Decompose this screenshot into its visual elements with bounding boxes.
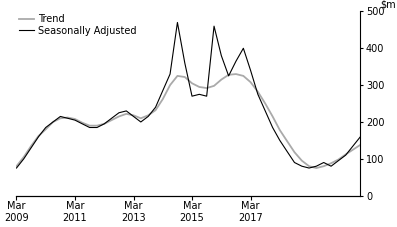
Legend: Trend, Seasonally Adjusted: Trend, Seasonally Adjusted bbox=[18, 13, 137, 37]
Line: Seasonally Adjusted: Seasonally Adjusted bbox=[17, 22, 360, 168]
Y-axis label: $m: $m bbox=[380, 0, 396, 10]
Line: Trend: Trend bbox=[17, 74, 360, 168]
